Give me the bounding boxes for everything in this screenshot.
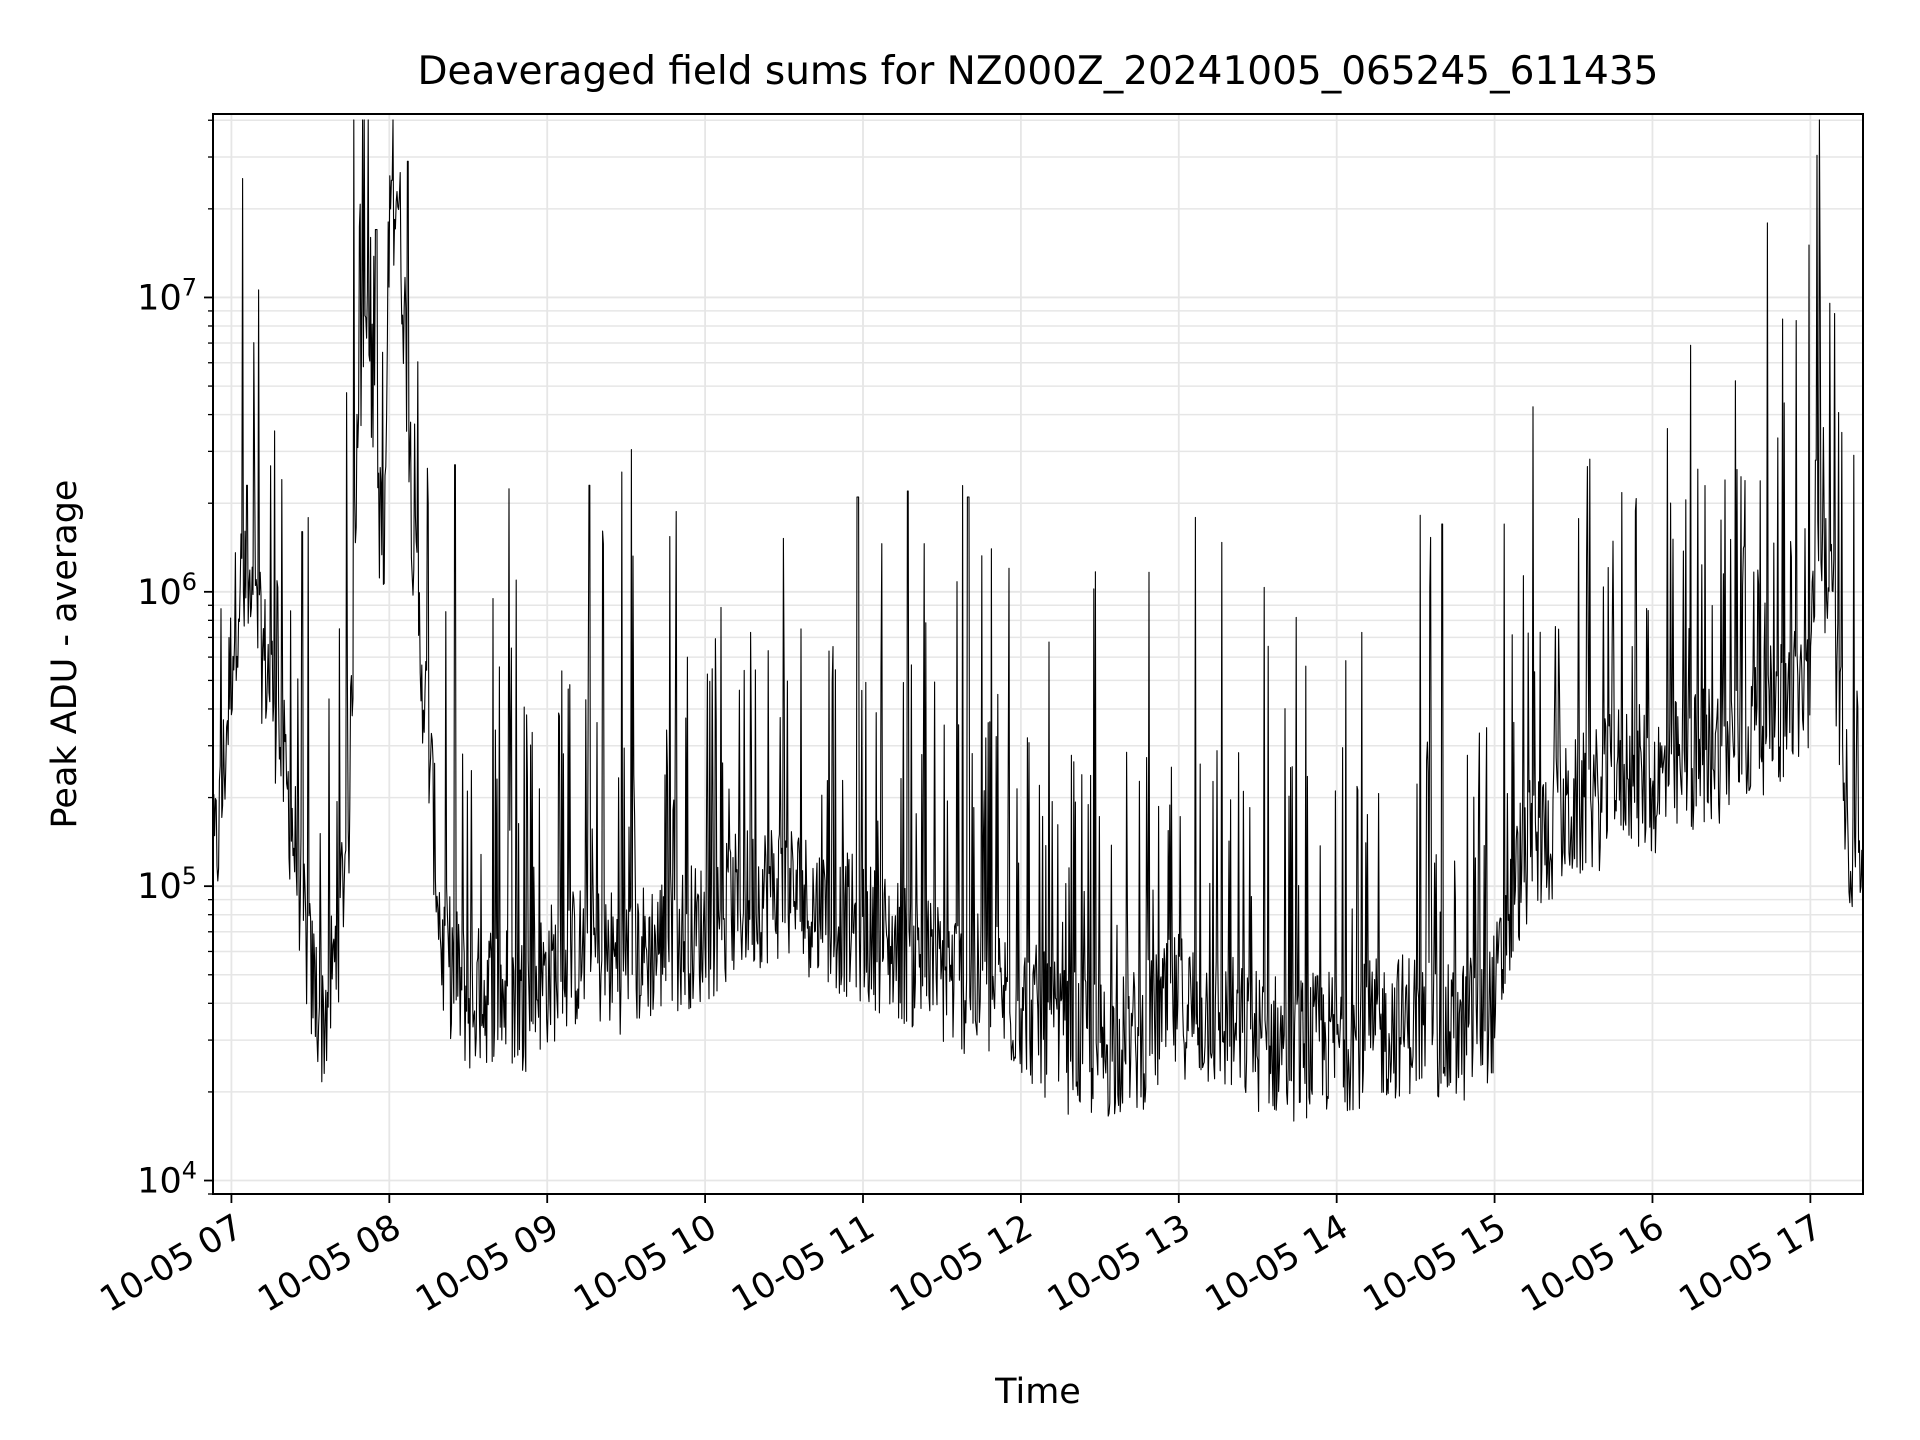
series-group: [212, 119, 1864, 1122]
plot-frame: [212, 113, 1864, 1195]
y-tick-label: 105: [137, 862, 197, 907]
y-tick-label: 104: [137, 1157, 197, 1202]
series-line: [212, 119, 1864, 1122]
chart-title: Deaveraged field sums for NZ000Z_2024100…: [418, 49, 1659, 94]
y-tick-label: 107: [137, 273, 197, 318]
grid: [213, 114, 1863, 1195]
y-axis-label: Peak ADU - average: [45, 480, 85, 829]
y-tick-label: 106: [137, 568, 197, 613]
x-axis-label: Time: [994, 1372, 1081, 1412]
y-ticks: 104 105 106 107: [137, 119, 213, 1202]
